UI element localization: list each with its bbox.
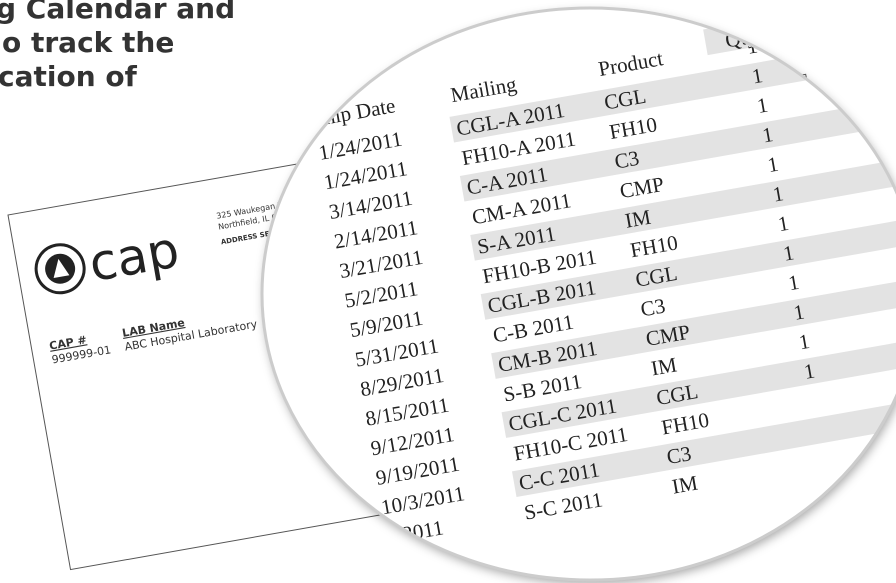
cell: C3 [639,293,667,321]
page: g Calendar ando track thecation of cap 3… [0,0,896,583]
cell: IM [649,352,679,380]
cell: C3 [665,441,693,469]
heading-line: o track the [2,26,174,59]
cell: IM [623,205,653,233]
heading-line: cation of [0,60,138,93]
cell: C3 [613,146,641,174]
illustration: g Calendar ando track thecation of cap 3… [0,0,896,583]
heading-line: g Calendar and [0,0,235,25]
cell: IM [670,470,700,498]
